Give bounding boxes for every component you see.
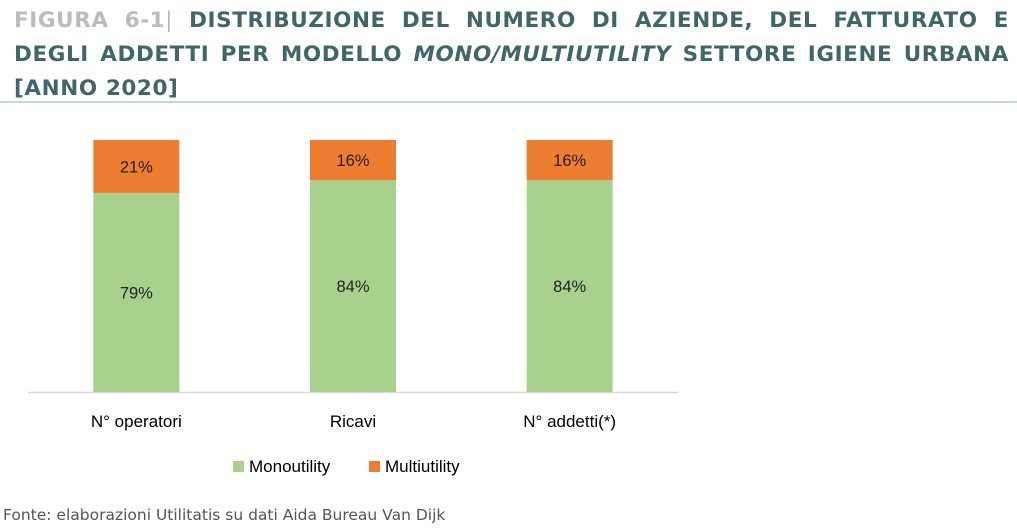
legend-label-monoutility: Monoutility [249, 457, 331, 476]
bar-monoutility-3 [526, 180, 613, 392]
data-label-monoutility-1: 79% [120, 284, 153, 302]
data-label-monoutility-3: 84% [553, 278, 586, 296]
figure-title-text: DISTRIBUZIONE DEL NUMERO DI AZIENDE, DEL… [14, 8, 1009, 67]
data-label-multiutility-1: 21% [120, 158, 153, 176]
x-tick-label-3: N° addetti(*) [523, 412, 616, 431]
x-tick-label-1: N° operatori [91, 412, 182, 431]
source-note: Fonte: elaborazioni Utilitatis su dati A… [3, 506, 446, 524]
bar-monoutility-2 [310, 180, 396, 392]
data-label-multiutility-2: 16% [336, 152, 369, 170]
x-tick-label-2: Ricavi [330, 412, 376, 431]
data-label-monoutility-2: 84% [336, 278, 369, 296]
bar-monoutility-1 [93, 192, 180, 392]
data-label-multiutility-3: 16% [553, 152, 586, 170]
figure-label: FIGURA 6-1 [14, 8, 166, 33]
legend-swatch-monoutility [233, 461, 244, 472]
figure-title-text-end: SETTORE IGIENE URBANA [ANNO 2020] [14, 42, 1009, 101]
legend-swatch-multiutility [369, 461, 380, 472]
bar-multiutility-3 [526, 140, 613, 181]
figure-title-italic: MONO/MULTIUTILITY [413, 42, 672, 67]
bar-multiutility-2 [310, 140, 396, 181]
figure-title: FIGURA 6-1| DISTRIBUZIONE DEL NUMERO DI … [14, 4, 1009, 106]
figure-separator: | [165, 8, 174, 33]
title-divider [0, 101, 1017, 103]
bar-multiutility-1 [93, 140, 180, 193]
legend-label-multiutility: Multiutility [385, 457, 460, 476]
